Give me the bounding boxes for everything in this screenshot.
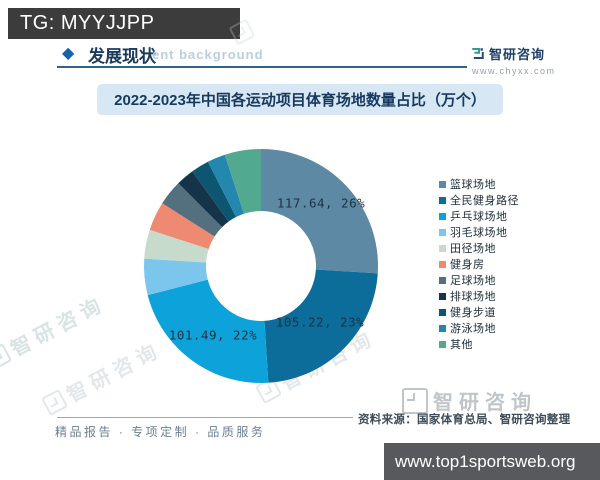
pie-slice: [261, 149, 379, 274]
pie-slice: [149, 203, 215, 249]
diamond-icon: ◆: [62, 45, 75, 62]
source-note: 资料来源：国家体育总局、智研咨询整理: [358, 414, 571, 426]
legend-label: 健身步道: [450, 307, 496, 319]
pie-slice: [192, 161, 237, 222]
pie-slice: [264, 269, 378, 383]
legend-item: 游泳场地: [439, 320, 519, 336]
slice-data-label: 117.64, 26%: [276, 195, 366, 211]
legend-item: 羽毛球场地: [439, 224, 519, 240]
brand-block: 智研咨询 www.chyxx.com: [470, 44, 590, 76]
legend-item: 健身房: [439, 256, 519, 272]
legend-swatch: [439, 260, 446, 268]
legend-swatch: [439, 276, 446, 284]
legend-swatch: [439, 308, 446, 316]
chart-title-banner: 2022-2023年中国各运动项目体育场地数量占比（万个）: [97, 84, 503, 115]
legend-label: 羽毛球场地: [450, 227, 508, 239]
pie-slice: [143, 258, 208, 296]
legend-label: 全民健身路径: [450, 195, 519, 207]
legend-label: 篮球场地: [450, 179, 496, 191]
legend-item: 乒乓球场地: [439, 208, 519, 224]
zhiyan-logo-icon: [472, 48, 484, 59]
site-url: www.top1sportsweb.org: [395, 452, 576, 471]
tg-label: TG: MYYJJPP: [20, 12, 155, 34]
legend-item: 排球场地: [439, 288, 519, 304]
site-url-bar[interactable]: www.top1sportsweb.org: [384, 443, 600, 480]
legend-item: 田径场地: [439, 240, 519, 256]
pie-slice: [144, 229, 209, 263]
legend-item: 其他: [439, 336, 519, 352]
chart-title: 2022-2023年中国各运动项目体育场地数量占比（万个）: [114, 92, 486, 109]
pie-slice: [207, 154, 244, 217]
section-title: 发展现状: [88, 47, 156, 66]
chart-legend: 篮球场地全民健身路径 乒乓球场地羽毛球场地田径场地健身房足球场地排球场地健身步道游…: [439, 176, 519, 352]
legend-item: 足球场地: [439, 272, 519, 288]
legend-swatch: [439, 340, 446, 348]
legend-item: 篮球场地: [439, 176, 519, 192]
legend-swatch: [439, 180, 446, 188]
legend-label: 足球场地: [450, 275, 496, 287]
pie-slice: [178, 171, 229, 228]
legend-label: 其他: [450, 339, 473, 351]
footer-tagline: 精品报告 · 专项定制 · 品质服务: [55, 425, 266, 439]
brand-website[interactable]: www.chyxx.com: [472, 66, 556, 76]
legend-label: 乒乓球场地: [450, 211, 508, 223]
legend-swatch: [439, 228, 446, 236]
slice-data-label: 101.49, 22%: [168, 327, 258, 343]
footer-divider: [57, 417, 353, 418]
tg-watermark-bar: TG: MYYJJPP: [8, 8, 240, 39]
legend-swatch: [439, 196, 446, 204]
legend-item: 健身步道: [439, 304, 519, 320]
legend-swatch: [439, 292, 446, 300]
legend-swatch: [439, 244, 446, 252]
slice-data-label: 105.22, 23%: [275, 314, 365, 330]
legend-label: 游泳场地: [450, 323, 496, 335]
legend-label: 田径场地: [450, 243, 496, 255]
brand-name: 智研咨询: [489, 47, 546, 62]
pie-slice: [162, 183, 223, 237]
pie-slice: [147, 279, 269, 384]
legend-label: 健身房: [450, 259, 485, 271]
legend-swatch: [439, 324, 446, 332]
legend-label: 排球场地: [450, 291, 496, 303]
pie-slice: [224, 149, 261, 214]
legend-swatch: [439, 212, 446, 220]
legend-item: 全民健身路径: [439, 192, 519, 208]
header-divider: [57, 66, 467, 68]
